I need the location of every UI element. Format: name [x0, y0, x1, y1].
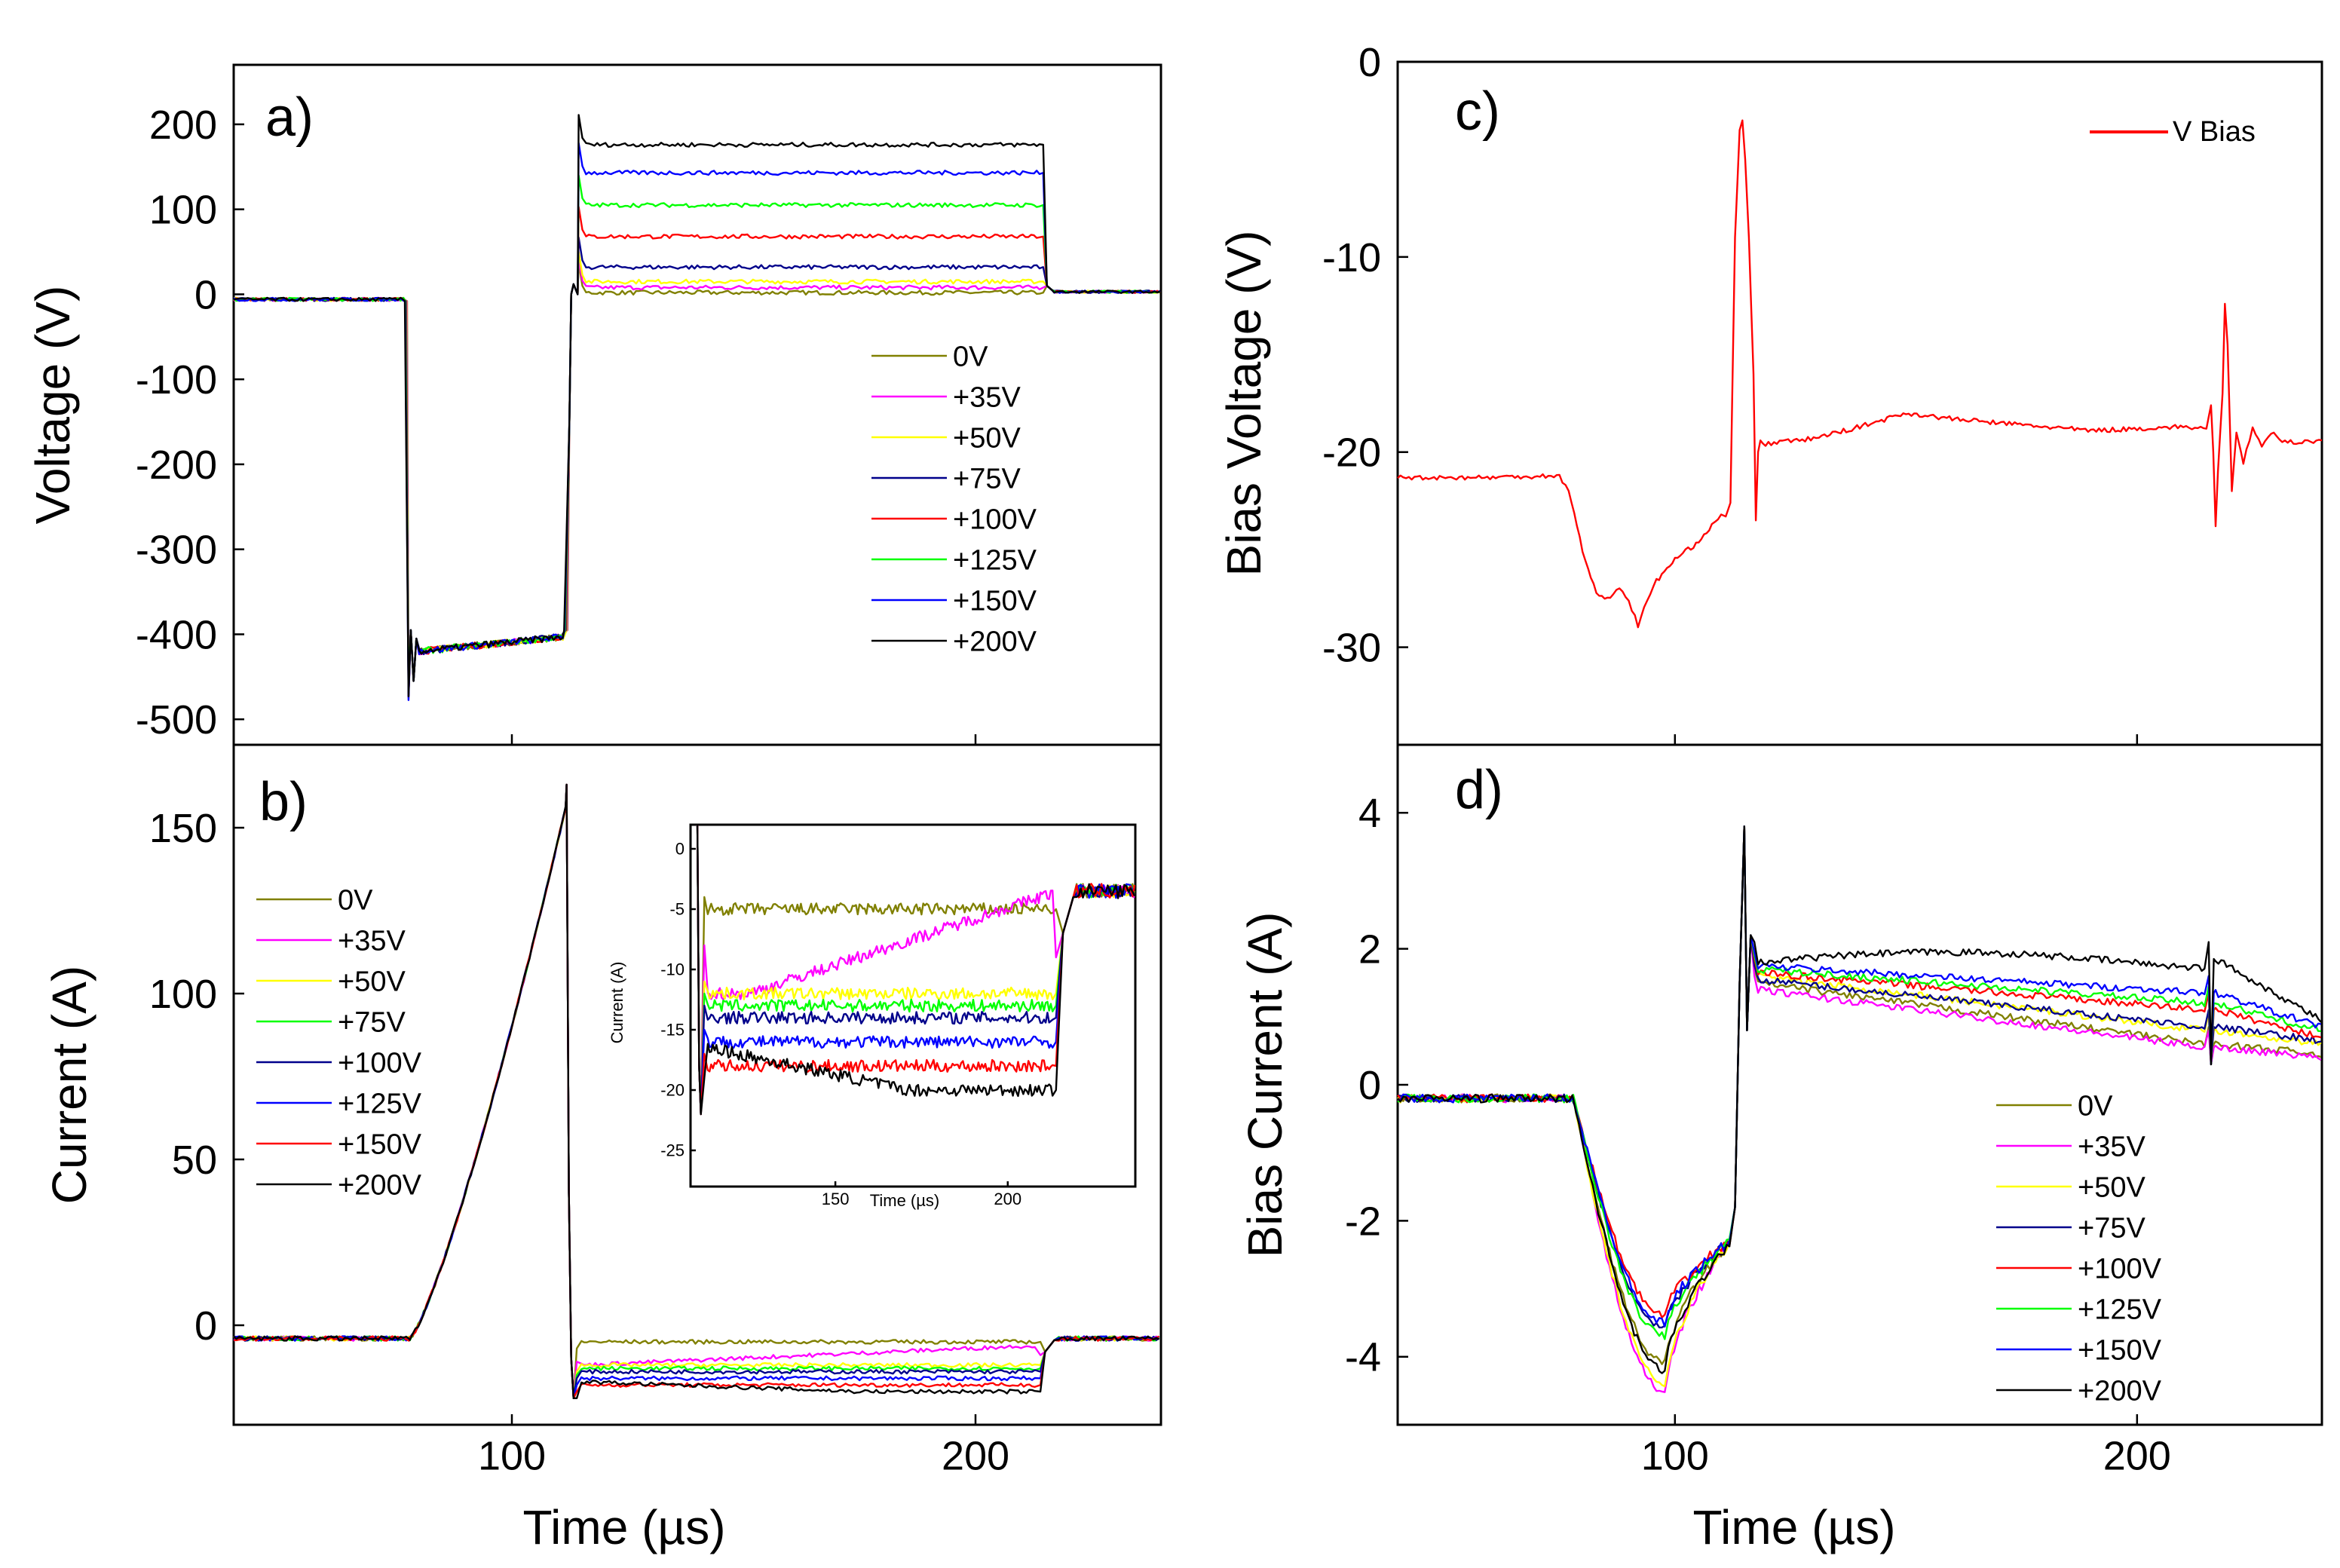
panel-b-inset-frame: [689, 823, 1137, 1188]
panel-c-ylabel: Bias Voltage (V): [1217, 231, 1271, 577]
panel-d-xtick-label: 200: [2103, 1433, 2171, 1478]
panel-d-legend-label: +75V: [2078, 1212, 2146, 1244]
panel-a-ytick-label: -400: [136, 612, 217, 657]
panel-b-inset-series-line: [696, 825, 1135, 1116]
panel-b-legend-label: +50V: [338, 966, 406, 997]
panel-c-label: c): [1455, 81, 1500, 142]
panel-d-ytick-label: 0: [1358, 1063, 1381, 1108]
panel-d-legend-label: +100V: [2078, 1253, 2162, 1285]
panel-b-inset-xtick-label: 150: [822, 1190, 850, 1208]
panel-a-legend-label: 0V: [953, 341, 988, 372]
panel-a-ytick-label: -100: [136, 357, 217, 403]
panel-b-inset-ytick-label: -10: [660, 960, 685, 979]
panel-c-series-line: [1397, 119, 2323, 629]
panel-d-ytick-label: -2: [1345, 1199, 1381, 1244]
panel-d-frame: [1396, 743, 2323, 1426]
panel-a-ylabel: Voltage (V): [26, 286, 80, 525]
panel-b-ytick-label: 150: [149, 806, 217, 851]
panel-d-series-line: [1396, 825, 2322, 1388]
panel-d-series-line: [1397, 825, 2321, 1328]
panel-a-ytick-label: 100: [149, 188, 217, 233]
panel-d-legend-label: 0V: [2078, 1090, 2113, 1122]
panel-a-ytick-label: -300: [136, 528, 217, 573]
panel-c-ytick-label: -10: [1322, 235, 1381, 280]
panel-b-inset-ytick-label: -5: [669, 900, 685, 919]
panel-b-inset-series-line: [696, 825, 1135, 1116]
panel-d-series-line: [1397, 825, 2322, 1393]
panel-b-label: b): [259, 772, 308, 832]
panel-b-inset-ylabel: Current (A): [608, 962, 626, 1044]
panel-b-xtick-label: 100: [478, 1433, 546, 1478]
panel-b-frame: [232, 743, 1162, 1426]
panel-d-legend-label: +200V: [2078, 1375, 2162, 1407]
panel-b-inset-xtick-label: 200: [994, 1190, 1021, 1208]
panel-d-series-line: [1397, 825, 2322, 1374]
panel-d-series-line: [1397, 825, 2321, 1329]
panel-d-xlabel: Time (µs): [1692, 1500, 1895, 1554]
panel-c-frame: [1396, 60, 2323, 746]
panel-a-series-line: [233, 114, 1161, 697]
panel-a-ytick-label: -500: [136, 697, 217, 743]
panel-a-legend-label: +35V: [953, 381, 1021, 413]
panel-b-legend-label: +125V: [338, 1088, 422, 1119]
panel-a-ytick-label: 200: [149, 103, 217, 148]
panel-c-legend-label: V Bias: [2173, 116, 2256, 148]
panel-b-legend-label: +150V: [338, 1129, 422, 1160]
panel-c-ytick-label: 0: [1358, 40, 1381, 85]
panel-b-xtick-label: 200: [942, 1433, 1009, 1478]
panel-b-series-line: [233, 783, 1160, 1399]
panel-b-legend-label: +100V: [338, 1047, 422, 1079]
panel-d-legend-label: +50V: [2078, 1171, 2146, 1203]
panel-b-inset-series-line: [696, 825, 1135, 1116]
panel-b-ytick-label: 100: [149, 972, 217, 1017]
panel-b-ytick-label: 50: [172, 1138, 217, 1183]
panel-d-label: d): [1455, 760, 1503, 820]
panel-d-ytick-label: -4: [1345, 1335, 1381, 1380]
panel-b-inset-series-line: [696, 825, 1135, 1116]
panel-b-xlabel: Time (µs): [522, 1500, 725, 1554]
panel-b-legend-label: +200V: [338, 1169, 422, 1201]
panel-b-ytick-label: 0: [194, 1303, 217, 1349]
panel-a-legend-label: +150V: [953, 585, 1037, 617]
panel-d-series-line: [1397, 825, 2321, 1340]
panel-b-inset-series-line: [696, 825, 1135, 1116]
panel-d-ylabel: Bias Current (A): [1238, 912, 1292, 1258]
panel-a-legend-label: +50V: [953, 422, 1021, 454]
panel-a-label: a): [265, 87, 314, 148]
panel-d-series-line: [1397, 825, 2322, 1318]
panel-d-ytick-label: 4: [1358, 791, 1381, 836]
panel-d-ytick-label: 2: [1358, 927, 1381, 972]
panel-b-inset-ytick-label: -25: [660, 1141, 685, 1160]
panel-b-inset-ytick-label: 0: [675, 840, 685, 859]
panel-a-legend-label: +100V: [953, 504, 1037, 535]
panel-d-xtick-label: 100: [1641, 1433, 1709, 1478]
panel-b-legend-label: +35V: [338, 925, 406, 957]
panel-b-legend-label: 0V: [338, 884, 373, 916]
panel-b-inset-ytick-label: -15: [660, 1021, 685, 1040]
panel-c-ytick-label: -30: [1322, 625, 1381, 670]
panel-a-ytick-label: -200: [136, 443, 217, 488]
panel-b-inset-series-line: [696, 825, 1135, 1116]
panel-a-legend-label: +200V: [953, 626, 1037, 657]
panel-b-inset-series-line: [696, 825, 1135, 1116]
panel-b-inset-xlabel: Time (µs): [870, 1191, 940, 1210]
panel-b-inset-ytick-label: -20: [660, 1081, 685, 1100]
panel-a-ytick-label: 0: [194, 272, 217, 317]
panel-b-ylabel: Current (A): [42, 966, 96, 1205]
panel-d-legend-label: +125V: [2078, 1294, 2162, 1325]
panel-b-inset-plot-area: [696, 825, 1135, 1116]
panel-d-legend-label: +35V: [2078, 1131, 2146, 1162]
panel-b-inset-series-line: [696, 825, 1135, 1116]
panel-a-legend-label: +75V: [953, 463, 1021, 495]
panel-b-legend-label: +75V: [338, 1006, 406, 1038]
panel-a-legend-label: +125V: [953, 544, 1037, 576]
panel-c-ytick-label: -20: [1322, 430, 1381, 476]
panel-d-legend-label: +150V: [2078, 1334, 2162, 1366]
panel-b-series-line: [233, 783, 1159, 1399]
